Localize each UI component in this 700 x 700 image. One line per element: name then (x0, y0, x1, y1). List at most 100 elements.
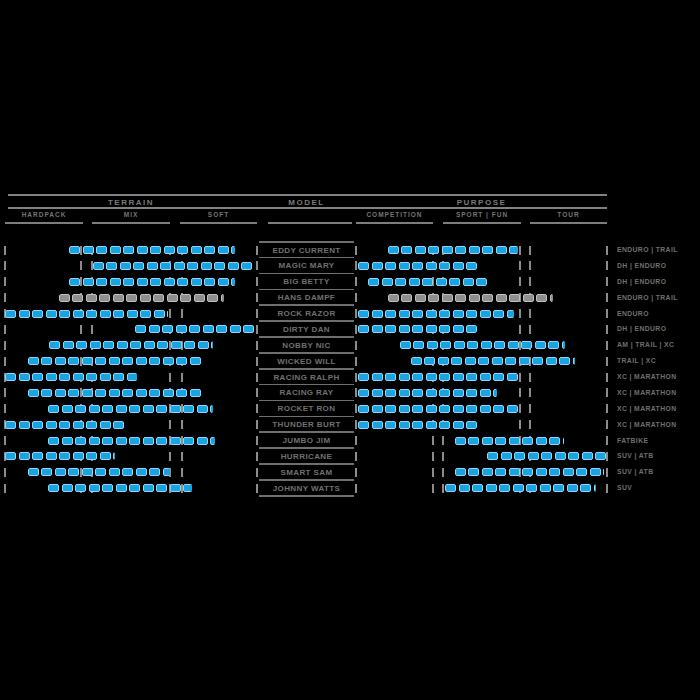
bar-segment (110, 246, 121, 254)
bar-segment (83, 278, 94, 286)
bar-segment (127, 310, 138, 318)
bar-segment (399, 405, 410, 413)
model-name: SMART SAM (258, 468, 355, 477)
bar-segment (415, 246, 426, 254)
bar-segment (210, 437, 215, 445)
bar-segment (83, 246, 94, 254)
bar-segment (478, 357, 489, 365)
bar-segment (573, 357, 575, 365)
bar-segment (439, 421, 450, 429)
bar-segment (163, 357, 174, 365)
bar-segment (41, 389, 52, 397)
bar-segment (243, 325, 254, 333)
bar-segment (143, 437, 154, 445)
bar-segment (505, 357, 516, 365)
dashed-guide-line (355, 242, 357, 497)
bar-segment (463, 278, 474, 286)
purpose-range-bar (358, 389, 497, 397)
bar-segment (72, 294, 83, 302)
terrain-range-bar (48, 484, 192, 492)
bar-segment (439, 325, 450, 333)
bar-segment (109, 389, 120, 397)
bar-segment (426, 405, 437, 413)
model-name: NOBBY NIC (258, 341, 355, 350)
bar-segment (197, 437, 208, 445)
bar-segment (459, 484, 470, 492)
bar-segment (580, 484, 591, 492)
bar-segment (137, 278, 148, 286)
bar-segment (174, 262, 185, 270)
bar-segment (216, 325, 227, 333)
bar-segment (86, 421, 97, 429)
bar-segment (465, 357, 476, 365)
bar-segment (73, 421, 84, 429)
bar-segment (582, 452, 593, 460)
bar-segment (86, 373, 97, 381)
bar-segment (469, 246, 480, 254)
bar-segment (149, 389, 160, 397)
bar-segment (466, 373, 477, 381)
bar-segment (388, 246, 399, 254)
bar-segment (426, 325, 437, 333)
bar-segment (385, 262, 396, 270)
bar-segment (113, 373, 124, 381)
bar-segment (176, 325, 187, 333)
bar-segment (541, 452, 552, 460)
bar-segment (170, 405, 181, 413)
bar-segment (467, 341, 478, 349)
bar-segment (412, 421, 423, 429)
category-label: AM | TRAIL | XC (617, 341, 697, 349)
bar-segment (86, 452, 97, 460)
category-label: ENDURO | TRAIL (617, 294, 697, 302)
bar-segment (163, 389, 174, 397)
purpose-range-bar (368, 278, 487, 286)
category-label: SUV (617, 484, 697, 492)
bar-segment (120, 262, 131, 270)
bar-segment (68, 389, 79, 397)
bar-segment (95, 468, 106, 476)
bar-segment (183, 405, 194, 413)
bar-segment (82, 357, 93, 365)
bar-segment (412, 262, 423, 270)
bar-segment (214, 262, 225, 270)
bar-segment (372, 310, 383, 318)
bar-segment (133, 262, 144, 270)
bar-segment (399, 373, 410, 381)
bar-segment (550, 294, 553, 302)
bar-segment (75, 484, 86, 492)
bar-segment (439, 310, 450, 318)
bar-segment (102, 484, 113, 492)
bar-segment (509, 437, 520, 445)
bar-segment (55, 357, 66, 365)
category-label: DH | ENDURO (617, 278, 697, 286)
bar-segment (241, 262, 252, 270)
bar-segment (496, 294, 507, 302)
bar-segment (136, 468, 147, 476)
terrain-range-bar (28, 389, 203, 397)
bar-segment (68, 468, 79, 476)
bar-segment (5, 310, 16, 318)
bar-segment (95, 357, 106, 365)
bar-segment (127, 373, 138, 381)
model-name: RACING RAY (258, 388, 355, 397)
bar-segment (96, 278, 107, 286)
bar-segment (468, 468, 479, 476)
bar-segment (32, 452, 43, 460)
bar-segment (167, 310, 168, 318)
bar-segment (149, 325, 160, 333)
bar-segment (494, 341, 505, 349)
category-label: XC | MARATHON (617, 389, 697, 397)
bar-segment (82, 389, 93, 397)
bar-segment (496, 246, 507, 254)
bar-segment (176, 389, 187, 397)
header-divider (8, 207, 607, 209)
bar-segment (183, 437, 194, 445)
bar-segment (368, 278, 379, 286)
bar-segment (154, 310, 165, 318)
bar-segment (455, 294, 466, 302)
bar-segment (136, 357, 147, 365)
bar-segment (388, 294, 399, 302)
bar-segment (548, 341, 559, 349)
bar-segment (495, 468, 506, 476)
bar-segment (116, 484, 127, 492)
